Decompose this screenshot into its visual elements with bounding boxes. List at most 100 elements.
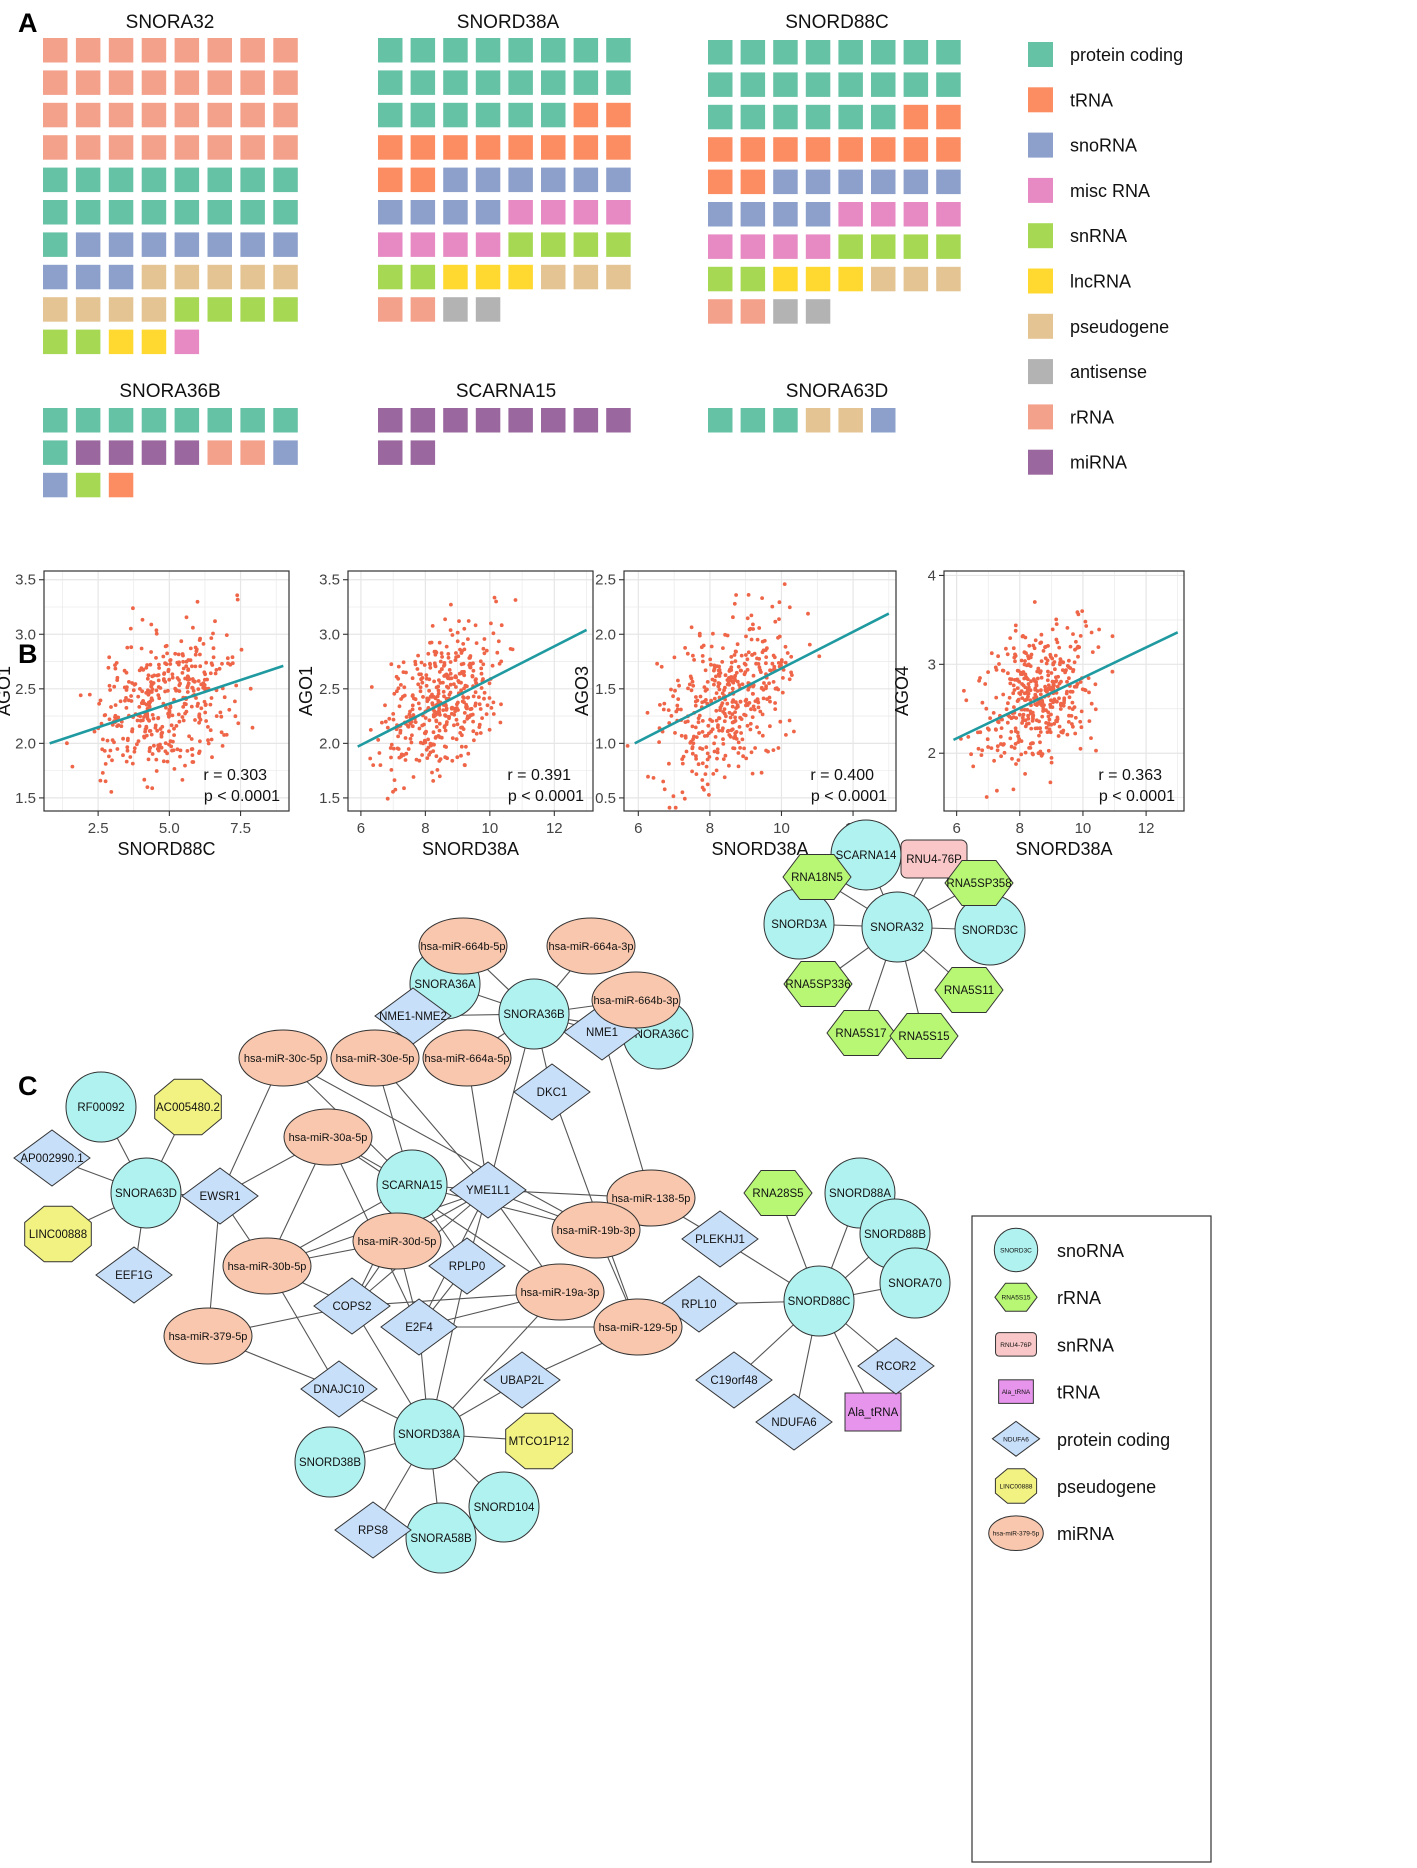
scatter-point [720,691,725,696]
scatter-point [170,713,175,718]
waffle-square-trna [378,167,403,193]
scatter-point [743,713,748,718]
scatter-point [783,660,788,665]
waffle-square-protein-coding [75,200,101,225]
scatter-point [387,716,392,721]
scatter-point [201,642,206,646]
scatter-point [1038,726,1042,731]
scatter-point [479,666,484,671]
waffle-square-misc-rna [773,234,798,259]
scatter-point [1035,676,1040,681]
scatter-point [1015,668,1020,673]
scatter-point [1054,622,1059,626]
node-shape [591,971,681,1029]
scatter-point [214,714,219,718]
scatter-point [713,735,718,739]
scatter-point [184,615,189,620]
scatter-point [1073,731,1078,736]
node-shape [300,1360,378,1418]
scatter-point [152,743,156,748]
scatter-point [721,742,726,746]
scatter-point [1086,676,1091,680]
scatter-point [204,719,209,723]
x-axis-label: SNORD38A [422,839,519,859]
plot-frame [623,570,897,812]
scatter-point [1052,697,1057,702]
scatter-point [448,671,453,676]
scatter-point [969,752,973,757]
scatter-point [1061,728,1066,733]
scatter-point [753,746,757,750]
scatter-point [1008,736,1013,741]
scatter-point [693,725,698,730]
legend-label-snrna: snRNA [1070,226,1127,246]
scatter-point [985,737,990,742]
waffle-square-trna [606,102,631,128]
node-shape [934,967,1004,1013]
scatter-point [482,651,487,656]
scatter-point [368,728,373,732]
network-node-hsa-mir-30c-5p: hsa-miR-30c-5p [238,1029,328,1087]
network-node-ndufa6: NDUFA6 [755,1393,833,1451]
node-label: SNORA70 [888,1278,942,1290]
scatter-point [146,673,151,678]
scatter-point [1038,692,1043,697]
scatter-point [110,758,114,763]
waffle-square-protein-coding [541,102,566,128]
scatter-point [167,677,172,682]
scatter-point [733,710,737,714]
scatter-point [391,789,395,794]
scatter-point [1022,676,1027,681]
scatter-point [443,755,448,760]
waffle-square-protein-coding [871,72,896,97]
scatter-point [691,683,696,688]
scatter-point [414,757,419,762]
node-shape [994,1282,1038,1312]
scatter-point [442,694,446,699]
scatter-point [455,722,460,727]
scatter-point [170,672,175,677]
waffle-square-rrna [207,440,232,465]
scatter-point [999,754,1003,759]
scatter-point [737,725,742,729]
scatter-point [726,728,731,733]
waffle-square-protein-coding [541,70,566,95]
scatter-point [760,639,765,644]
scatter-point [1016,740,1021,744]
scatter-point [190,685,195,690]
scatter-point [1022,662,1027,667]
scatter-point [182,701,187,706]
scatter-point [147,689,152,694]
scatter-point [144,702,149,707]
scatter-point [724,714,728,719]
waffle-square-protein-coding [708,40,733,65]
scatter-point [209,737,214,742]
network-node-dkc1: DKC1 [513,1063,591,1121]
y-tick-label: 1.5 [319,790,340,807]
node-shape [998,1379,1034,1404]
network-node-snord3c: SNORD3C [954,894,1026,966]
waffle-square-protein-coding [903,72,929,97]
scatter-point [174,688,179,693]
scatter-point [442,744,447,749]
scatter-point [751,622,755,627]
scatter-point [220,744,225,748]
scatter-point [1011,646,1016,651]
scatter-point [744,634,748,639]
waffle-square-pseudogene [936,266,961,292]
scatter-point [140,689,145,694]
waffle-square-snorna [273,440,298,465]
scatter-point [208,702,213,707]
network-node-scarna15: SCARNA15 [376,1149,448,1221]
scatter-point [455,706,459,710]
scatter-point [413,697,418,702]
waffle-square-snorna [773,202,798,227]
scatter-point [128,755,133,759]
network-node-hsa-mir-19b-3p: hsa-miR-19b-3p [551,1201,641,1259]
scatter-point [679,707,683,712]
x-axis-label: SNORD88C [117,839,215,859]
node-shape [294,1426,366,1498]
scatter-point [732,653,737,657]
scatter-point [167,713,171,718]
